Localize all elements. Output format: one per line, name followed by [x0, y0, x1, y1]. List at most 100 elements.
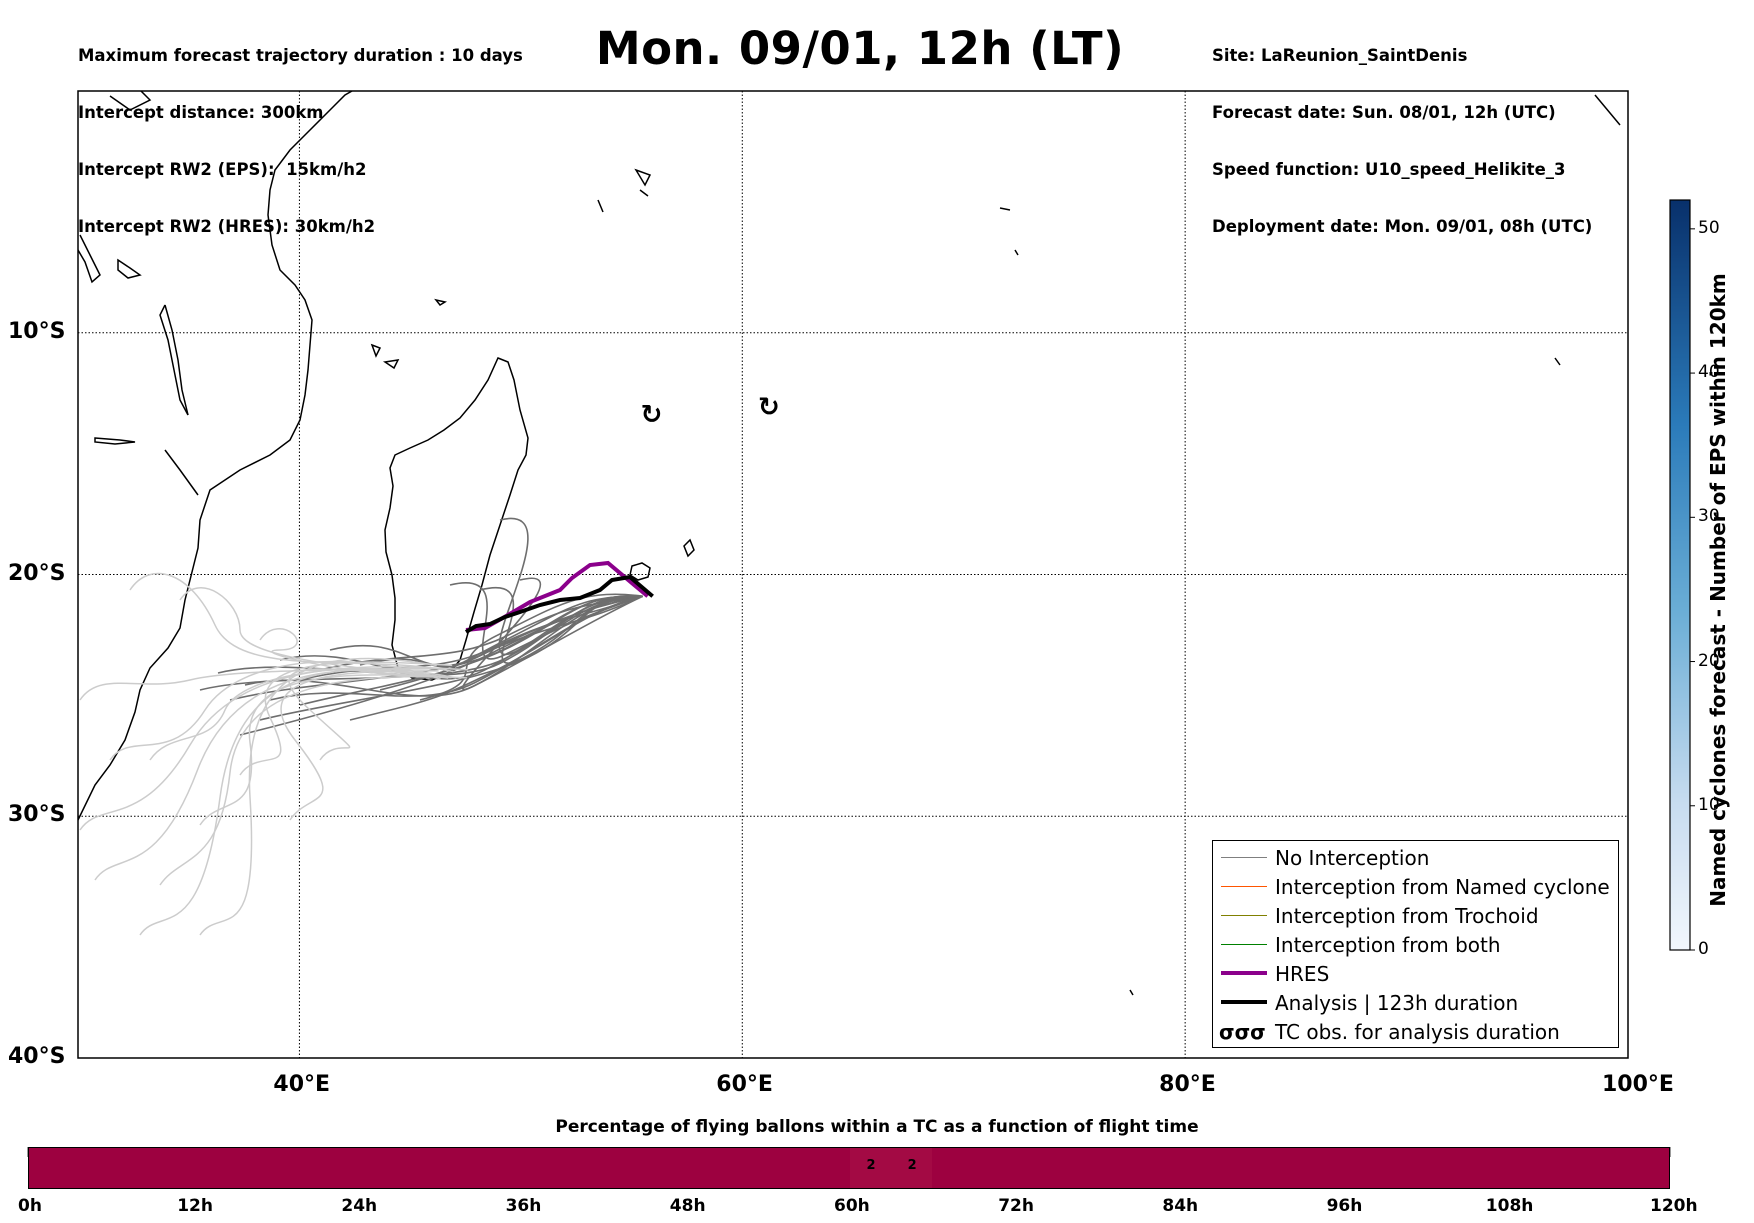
legend-swatch	[1221, 857, 1267, 858]
eps-track	[419, 593, 643, 701]
eps-track-light	[94, 669, 448, 881]
header-right-line: Forecast date: Sun. 08/01, 12h (UTC)	[1212, 103, 1556, 122]
lon-tick-label: 40°E	[273, 1072, 331, 1097]
eps-track-light	[239, 661, 453, 776]
eps-track-light	[79, 666, 469, 831]
legend-label: Interception from Named cyclone	[1275, 875, 1610, 899]
legend-swatch	[1221, 971, 1267, 975]
legend-swatch	[1221, 886, 1267, 887]
island-seychelles	[634, 168, 652, 197]
header-left-line: Intercept RW2 (EPS): 15km/h2	[78, 160, 367, 179]
header-right: Site: LaReunion_SaintDenis Forecast date…	[1212, 8, 1592, 255]
colorbar-tick-label: 10	[1698, 794, 1720, 815]
trajectories	[79, 517, 654, 936]
legend-label: TC obs. for analysis duration	[1275, 1020, 1560, 1044]
pct-tick-label: 96h	[1326, 1196, 1363, 1216]
colorbar-tick-label: 20	[1698, 650, 1720, 671]
colorbar	[1669, 199, 1691, 951]
colorbar-tick-label: 40	[1698, 362, 1720, 383]
coastline-africa	[78, 91, 353, 821]
map-frame	[77, 90, 1629, 1059]
legend-label: Interception from both	[1275, 933, 1501, 957]
colorbar-title: Named cyclones forecast - Number of EPS …	[1706, 273, 1730, 907]
eps-track	[461, 577, 643, 691]
legend-label: Analysis | 123h duration	[1275, 991, 1519, 1015]
lat-tick-label: 10°S	[8, 318, 66, 344]
pct-tick-label: 72h	[998, 1196, 1034, 1216]
colorbar-tick-label: 30	[1698, 506, 1720, 527]
coastline-lake	[109, 91, 152, 111]
pct-cell	[850, 1148, 892, 1188]
eps-track	[349, 595, 643, 721]
legend-swatch	[1221, 944, 1267, 945]
eps-track-light	[149, 667, 457, 761]
eps-track-light	[129, 572, 454, 673]
coastline-lake	[164, 304, 189, 416]
legend-item: Interception from Named cyclone	[1213, 873, 1618, 901]
legend-label: Interception from Trochoid	[1275, 904, 1539, 928]
eps-track-light	[288, 668, 452, 761]
header-left-line: Maximum forecast trajectory duration : 1…	[78, 46, 523, 65]
lat-tick-label: 20°S	[8, 560, 66, 586]
legend-item: Interception from Trochoid	[1213, 902, 1618, 930]
island-mauritius	[683, 538, 695, 558]
legend-item: σσσ TC obs. for analysis duration	[1213, 1018, 1618, 1046]
pct-tick-label: 12h	[177, 1196, 213, 1216]
legend-label: HRES	[1275, 962, 1330, 986]
legend-swatch	[1221, 1000, 1267, 1004]
coastline-lake	[117, 258, 142, 279]
eps-track-light	[159, 675, 441, 886]
legend-swatch	[1221, 915, 1267, 916]
header-right-line: Site: LaReunion_SaintDenis	[1212, 46, 1468, 65]
coastline-lake	[164, 449, 199, 496]
pct-tick-label: 48h	[669, 1196, 706, 1216]
colorbar-ticks	[1690, 228, 1695, 951]
pct-cell-value: 2	[866, 1158, 876, 1173]
pct-tick-label: 108h	[1485, 1196, 1534, 1216]
pct-bar: 2 2	[28, 1147, 1670, 1189]
pct-tick-label: 60h	[834, 1196, 870, 1216]
legend: No Interception Interception from Named …	[1212, 840, 1619, 1048]
legend-item: No Interception	[1213, 844, 1618, 872]
legend-item: Analysis | 123h duration	[1213, 989, 1618, 1017]
tc-obs-marker: ↻	[758, 393, 780, 423]
analysis-track	[464, 574, 654, 634]
legend-item: Interception from both	[1213, 931, 1618, 959]
eps-track	[229, 595, 643, 701]
map-gridlines	[78, 91, 1628, 1058]
lat-tick-label: 30°S	[8, 802, 66, 828]
eps-track-light	[199, 657, 437, 936]
lon-tick-label: 80°E	[1159, 1072, 1216, 1097]
tc-obs-marker: ↻	[641, 400, 663, 430]
pct-tick-label: 36h	[505, 1196, 542, 1216]
eps-track-light	[199, 674, 468, 826]
legend-item: HRES	[1213, 960, 1618, 988]
pct-tick-label: 0h	[18, 1196, 42, 1216]
header-right-line: Speed function: U10_speed_Helikite_3	[1212, 160, 1566, 179]
legend-label: No Interception	[1275, 846, 1430, 870]
lat-tick-label: 40°S	[8, 1044, 66, 1069]
pct-cell-value: 2	[907, 1158, 917, 1173]
colorbar-tick-label: 50	[1698, 217, 1720, 238]
main-title: Mon. 09/01, 12h (LT)	[595, 22, 1125, 75]
coastlines	[78, 91, 1621, 996]
lon-tick-label: 60°E	[716, 1072, 773, 1097]
lon-tick-label: 100°E	[1602, 1072, 1674, 1097]
coastline-lake	[94, 437, 136, 445]
tc-symbol-icon: σσσ	[1219, 1020, 1266, 1044]
coastline-lake	[159, 304, 189, 416]
island-small	[434, 94, 1621, 996]
header-right-line: Deployment date: Mon. 09/01, 08h (UTC)	[1212, 217, 1593, 236]
pct-cell	[891, 1148, 933, 1188]
eps-track	[449, 582, 643, 660]
island-comoros	[370, 343, 400, 370]
pct-tick-label: 84h	[1162, 1196, 1199, 1216]
pct-tick-label: 24h	[341, 1196, 378, 1216]
pct-tick-label: 120h	[1650, 1196, 1698, 1216]
coastline-lake	[78, 234, 101, 284]
pct-bar-title: Percentage of flying ballons within a TC…	[555, 1117, 1199, 1137]
tc-observations: ↻ ↻	[641, 393, 780, 430]
colorbar-tick-label: 0	[1698, 939, 1709, 959]
header-left-line: Intercept RW2 (HRES): 30km/h2	[78, 217, 376, 236]
header-left-line: Intercept distance: 300km	[78, 103, 324, 122]
